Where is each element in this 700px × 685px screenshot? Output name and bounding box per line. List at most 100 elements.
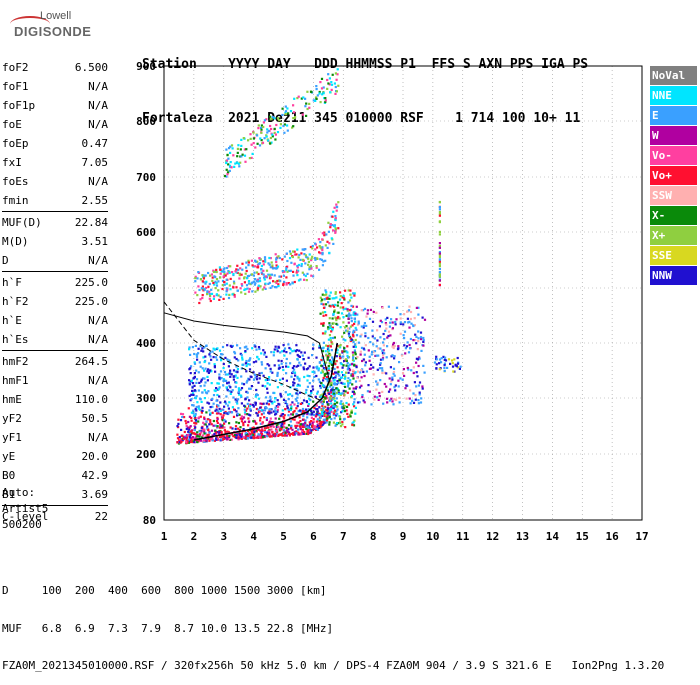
echo-point xyxy=(240,155,243,158)
echo-point xyxy=(240,420,243,423)
echo-point xyxy=(200,429,203,432)
echo-point xyxy=(201,406,204,409)
echo-point xyxy=(203,377,206,380)
echo-point xyxy=(299,428,302,431)
echo-point xyxy=(235,421,238,424)
echo-point xyxy=(203,432,206,435)
echo-point xyxy=(260,432,264,436)
echo-point xyxy=(226,436,229,440)
echo-point xyxy=(438,275,441,278)
echo-point xyxy=(275,429,278,432)
echo-point xyxy=(215,419,219,423)
echo-point xyxy=(442,355,445,358)
echo-point xyxy=(318,346,321,349)
echo-point xyxy=(190,411,193,414)
echo-point xyxy=(324,97,327,100)
echo-point xyxy=(221,415,224,418)
echo-point xyxy=(336,380,339,383)
echo-point xyxy=(308,102,311,105)
echo-point xyxy=(363,374,366,378)
echo-point xyxy=(234,425,238,428)
echo-point xyxy=(309,245,312,249)
echo-point xyxy=(236,376,239,379)
echo-point xyxy=(312,366,315,369)
echo-point xyxy=(297,355,300,358)
echo-point xyxy=(351,305,355,308)
echo-point xyxy=(326,345,330,348)
echo-point xyxy=(237,421,240,425)
echo-point xyxy=(399,317,402,320)
echo-point xyxy=(330,383,333,386)
echo-point xyxy=(199,365,202,368)
echo-point xyxy=(311,412,314,415)
echo-point xyxy=(192,412,195,415)
echo-point xyxy=(393,344,396,348)
echo-point xyxy=(216,437,219,440)
echo-point xyxy=(243,154,247,157)
echo-point xyxy=(210,358,213,361)
echo-point xyxy=(346,309,349,312)
echo-point xyxy=(190,437,193,440)
echo-point xyxy=(222,297,225,300)
x-tick-label: 9 xyxy=(400,530,407,543)
echo-point xyxy=(296,264,299,268)
echo-point xyxy=(355,334,359,337)
echo-point xyxy=(280,428,283,431)
echo-point xyxy=(303,430,306,434)
echo-point xyxy=(194,437,197,440)
echo-point xyxy=(342,389,345,392)
echo-point xyxy=(318,361,321,364)
echo-point xyxy=(257,284,260,287)
echo-point xyxy=(198,408,202,411)
echo-point xyxy=(315,356,318,359)
echo-point xyxy=(326,412,329,415)
echo-point xyxy=(320,399,323,402)
echo-point xyxy=(341,296,344,299)
echo-point xyxy=(376,339,379,342)
echo-point xyxy=(364,335,367,338)
echo-point xyxy=(334,424,337,427)
echo-point xyxy=(333,402,336,406)
echo-point xyxy=(305,388,308,392)
param-value: N/A xyxy=(88,431,108,444)
echo-point xyxy=(319,296,322,299)
echo-point xyxy=(346,362,349,365)
echo-point xyxy=(324,303,328,306)
echo-point xyxy=(217,280,220,283)
echo-point xyxy=(338,415,342,418)
echo-point xyxy=(435,358,438,361)
echo-point xyxy=(330,376,333,379)
echo-point xyxy=(205,280,208,283)
echo-point xyxy=(264,431,267,434)
echo-point xyxy=(356,313,359,316)
echo-point xyxy=(228,284,231,287)
echo-point xyxy=(438,362,441,365)
echo-point xyxy=(347,364,350,367)
echo-point xyxy=(289,427,293,430)
param-row: foF2 6.500 xyxy=(2,58,108,77)
echo-point xyxy=(293,430,296,434)
echo-point xyxy=(231,406,234,409)
echo-point xyxy=(247,417,250,420)
echo-point xyxy=(372,373,375,376)
echo-point xyxy=(321,393,324,396)
echo-point xyxy=(200,378,203,381)
param-row: MUF(D) 22.84 xyxy=(2,213,108,232)
echo-point xyxy=(194,344,197,347)
echo-point xyxy=(261,422,264,425)
echo-point xyxy=(286,404,289,408)
echo-point xyxy=(214,424,217,427)
echo-point xyxy=(350,374,353,377)
echo-point xyxy=(274,397,277,400)
echo-point xyxy=(246,402,249,405)
echo-point xyxy=(201,285,204,288)
echo-point xyxy=(194,432,197,435)
echo-point xyxy=(336,408,339,411)
x-tick-label: 15 xyxy=(576,530,589,543)
echo-point xyxy=(305,432,308,435)
echo-point xyxy=(320,322,323,325)
echo-point xyxy=(271,371,274,374)
echo-point xyxy=(417,313,420,316)
echo-point xyxy=(330,363,334,366)
echo-point xyxy=(215,399,218,402)
